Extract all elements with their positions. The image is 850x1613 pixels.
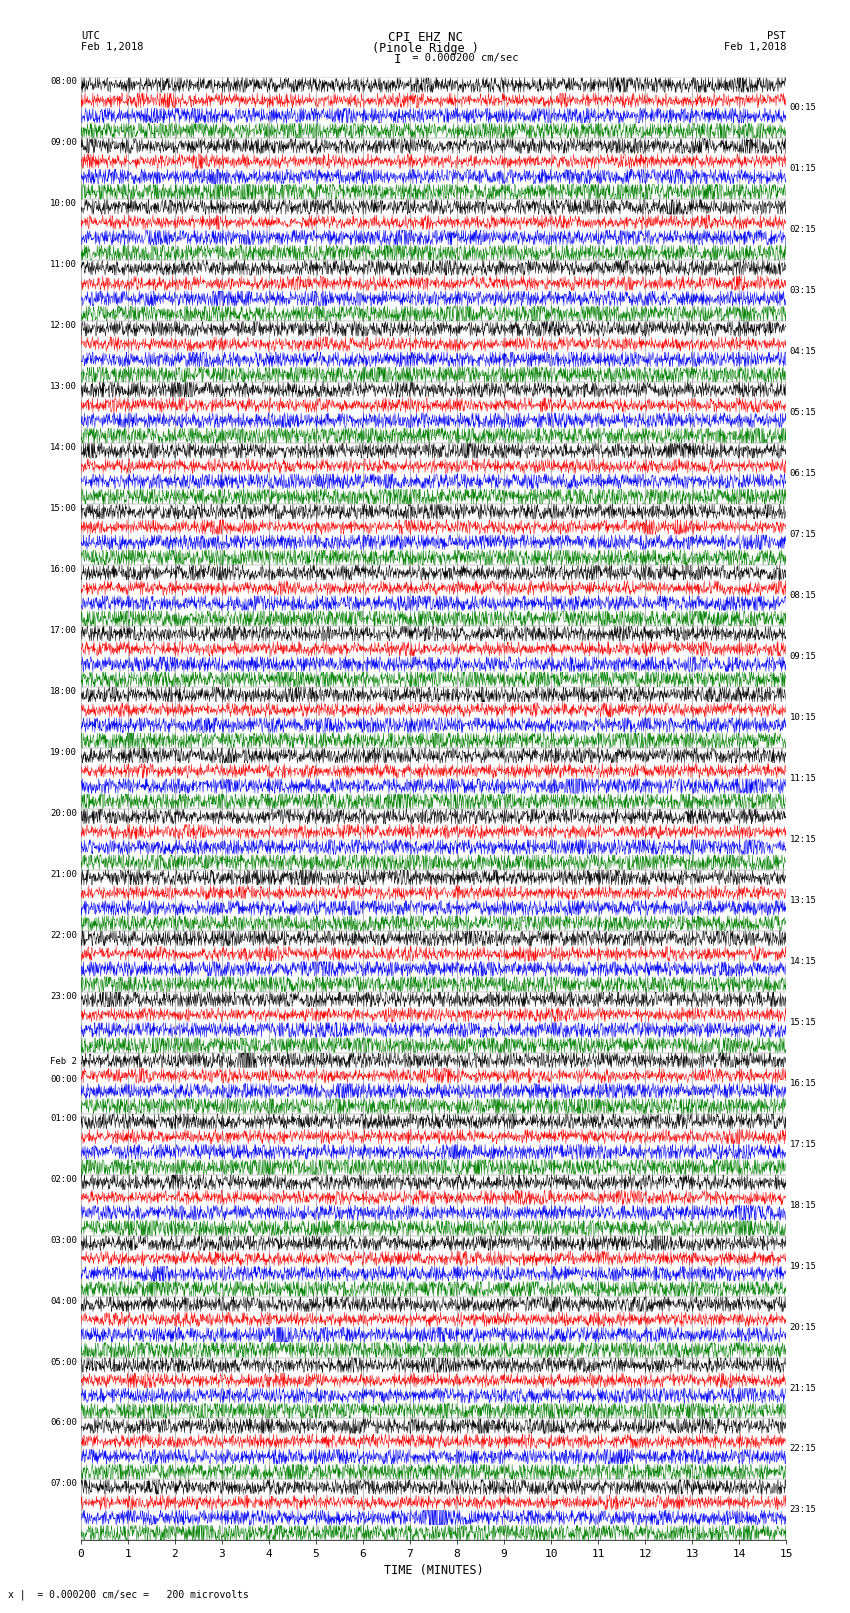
Text: 06:00: 06:00 <box>50 1418 77 1428</box>
Text: 20:15: 20:15 <box>790 1323 817 1332</box>
Text: 08:15: 08:15 <box>790 590 817 600</box>
Text: 15:00: 15:00 <box>50 505 77 513</box>
Text: UTC: UTC <box>81 31 99 40</box>
Text: 22:15: 22:15 <box>790 1445 817 1453</box>
Text: 15:15: 15:15 <box>790 1018 817 1027</box>
Text: 07:00: 07:00 <box>50 1479 77 1489</box>
Text: 09:00: 09:00 <box>50 139 77 147</box>
Text: Feb 2: Feb 2 <box>50 1057 77 1066</box>
Text: 23:00: 23:00 <box>50 992 77 1000</box>
Text: 19:00: 19:00 <box>50 748 77 756</box>
X-axis label: TIME (MINUTES): TIME (MINUTES) <box>383 1563 484 1576</box>
Text: 04:00: 04:00 <box>50 1297 77 1305</box>
Text: 10:00: 10:00 <box>50 200 77 208</box>
Text: Feb 1,2018: Feb 1,2018 <box>723 42 786 52</box>
Text: 23:15: 23:15 <box>790 1505 817 1515</box>
Text: 12:15: 12:15 <box>790 836 817 844</box>
Text: 10:15: 10:15 <box>790 713 817 723</box>
Text: 18:00: 18:00 <box>50 687 77 695</box>
Text: 22:00: 22:00 <box>50 931 77 940</box>
Text: 03:15: 03:15 <box>790 286 817 295</box>
Text: 02:00: 02:00 <box>50 1174 77 1184</box>
Text: 16:00: 16:00 <box>50 565 77 574</box>
Text: 03:00: 03:00 <box>50 1236 77 1245</box>
Text: 07:15: 07:15 <box>790 531 817 539</box>
Text: 13:00: 13:00 <box>50 382 77 392</box>
Text: I: I <box>394 53 401 66</box>
Text: 17:15: 17:15 <box>790 1140 817 1148</box>
Text: 05:15: 05:15 <box>790 408 817 418</box>
Text: 20:00: 20:00 <box>50 810 77 818</box>
Text: Feb 1,2018: Feb 1,2018 <box>81 42 144 52</box>
Text: 14:15: 14:15 <box>790 957 817 966</box>
Text: 00:15: 00:15 <box>790 103 817 113</box>
Text: 04:15: 04:15 <box>790 347 817 356</box>
Text: CPI EHZ NC: CPI EHZ NC <box>388 31 462 44</box>
Text: 02:15: 02:15 <box>790 226 817 234</box>
Text: 14:00: 14:00 <box>50 444 77 452</box>
Text: 19:15: 19:15 <box>790 1261 817 1271</box>
Text: x |  = 0.000200 cm/sec =   200 microvolts: x | = 0.000200 cm/sec = 200 microvolts <box>8 1589 249 1600</box>
Text: 01:00: 01:00 <box>50 1113 77 1123</box>
Text: 18:15: 18:15 <box>790 1200 817 1210</box>
Text: 16:15: 16:15 <box>790 1079 817 1087</box>
Text: 21:15: 21:15 <box>790 1384 817 1392</box>
Text: 08:00: 08:00 <box>50 77 77 87</box>
Text: 01:15: 01:15 <box>790 165 817 173</box>
Text: 00:00: 00:00 <box>50 1074 77 1084</box>
Text: 13:15: 13:15 <box>790 895 817 905</box>
Text: 21:00: 21:00 <box>50 869 77 879</box>
Text: = 0.000200 cm/sec: = 0.000200 cm/sec <box>406 53 518 63</box>
Text: 06:15: 06:15 <box>790 469 817 477</box>
Text: 05:00: 05:00 <box>50 1358 77 1366</box>
Text: 11:00: 11:00 <box>50 260 77 269</box>
Text: 17:00: 17:00 <box>50 626 77 636</box>
Text: PST: PST <box>768 31 786 40</box>
Text: (Pinole Ridge ): (Pinole Ridge ) <box>371 42 479 55</box>
Text: 11:15: 11:15 <box>790 774 817 782</box>
Text: 12:00: 12:00 <box>50 321 77 331</box>
Text: 09:15: 09:15 <box>790 652 817 661</box>
